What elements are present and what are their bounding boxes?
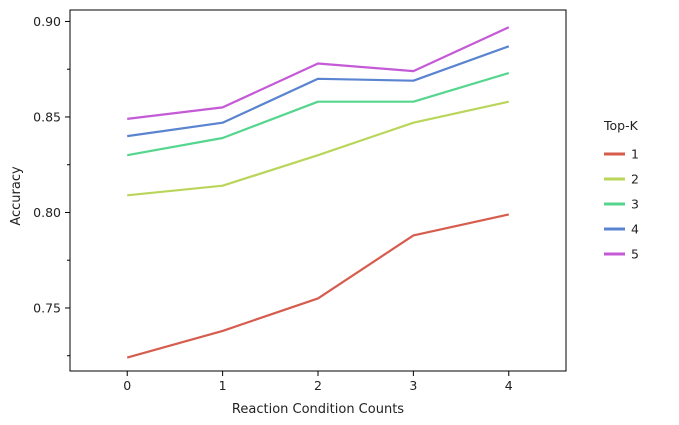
x-tick-label: 2	[314, 378, 322, 393]
plot-area	[126, 26, 510, 359]
legend-title: Top-K	[603, 118, 639, 133]
x-tick-label: 3	[409, 378, 417, 393]
legend-label-3: 3	[631, 197, 639, 212]
y-tick-label: 0.85	[33, 109, 61, 124]
series-line-3	[127, 71, 510, 157]
legend: Top-K 1 2 3 4 5	[603, 118, 639, 262]
x-tick-label: 4	[505, 378, 513, 393]
y-tick-label: 0.80	[33, 205, 61, 220]
y-tick-label: 0.75	[33, 300, 61, 315]
axes: 0 1 2 3 4 0.75 0.80 0.85 0.90	[33, 9, 567, 393]
legend-label-4: 4	[631, 222, 639, 237]
series-line-2	[127, 100, 510, 197]
y-tick-label: 0.90	[33, 14, 61, 29]
y-axis-title: Accuracy	[9, 166, 24, 226]
series-line-4	[127, 45, 510, 138]
series-line-5	[127, 26, 510, 120]
legend-label-5: 5	[631, 247, 639, 262]
x-tick-label: 0	[123, 378, 131, 393]
series-line-1	[126, 213, 510, 359]
x-tick-label: 1	[219, 378, 227, 393]
legend-label-1: 1	[631, 147, 639, 162]
x-axis-title: Reaction Condition Counts	[232, 402, 404, 417]
legend-label-2: 2	[631, 172, 639, 187]
